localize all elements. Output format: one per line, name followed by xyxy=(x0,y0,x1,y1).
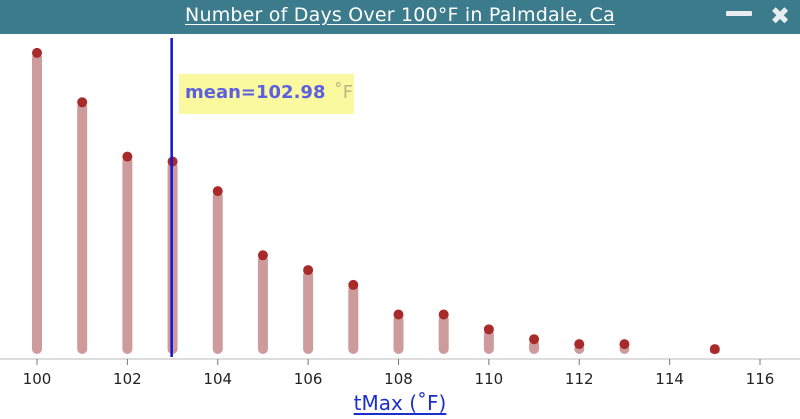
dot-top-111 xyxy=(529,334,540,345)
x-tick-label-100: 100 xyxy=(23,370,52,388)
mean-unit: ˚F xyxy=(333,82,354,103)
x-tick-label-102: 102 xyxy=(113,370,142,388)
minimize-icon[interactable] xyxy=(724,3,752,29)
dot-top-108 xyxy=(393,309,404,320)
dot-stack-109 xyxy=(438,314,449,354)
x-tick-label-104: 104 xyxy=(203,370,232,388)
dot-stack-106 xyxy=(303,270,314,354)
dot-top-101 xyxy=(77,97,88,108)
title-bar: Number of Days Over 100°F in Palmdale, C… xyxy=(0,0,800,34)
close-icon[interactable]: ✖ xyxy=(769,2,791,30)
dot-top-102 xyxy=(122,151,133,162)
x-tick-label-114: 114 xyxy=(655,370,684,388)
x-tick-label-110: 110 xyxy=(475,370,504,388)
dot-top-113 xyxy=(619,339,630,350)
dot-top-112 xyxy=(574,339,585,350)
dot-plot: 100 102 104 106 108 110 112 114 116 xyxy=(0,38,800,388)
x-tick-label-116: 116 xyxy=(746,370,775,388)
x-axis-label[interactable]: tMax (˚F) xyxy=(353,391,447,415)
mean-value: mean=102.98 xyxy=(185,82,326,103)
dot-stack-100 xyxy=(32,52,42,354)
x-tick-label-112: 112 xyxy=(565,370,594,388)
dot-top-115 xyxy=(709,344,720,355)
dot-top-104 xyxy=(212,186,223,197)
dot-stack-105 xyxy=(257,255,268,354)
dot-top-106 xyxy=(303,265,314,276)
dot-top-110 xyxy=(483,324,494,335)
mean-label: mean=102.98 ˚F xyxy=(179,74,354,114)
dot-stack-102 xyxy=(122,156,133,354)
dot-stack-101 xyxy=(77,102,88,355)
x-tick-label-108: 108 xyxy=(384,370,413,388)
x-tick-label-106: 106 xyxy=(294,370,323,388)
chart-title: Number of Days Over 100°F in Palmdale, C… xyxy=(185,4,615,26)
dot-top-100 xyxy=(32,47,42,58)
dot-top-107 xyxy=(348,279,359,290)
dot-top-105 xyxy=(257,250,268,261)
dot-stack-107 xyxy=(348,284,359,354)
dot-stack-110 xyxy=(483,329,494,354)
dot-top-109 xyxy=(438,309,449,320)
dot-stack-108 xyxy=(393,314,404,354)
dot-stack-104 xyxy=(212,191,223,354)
